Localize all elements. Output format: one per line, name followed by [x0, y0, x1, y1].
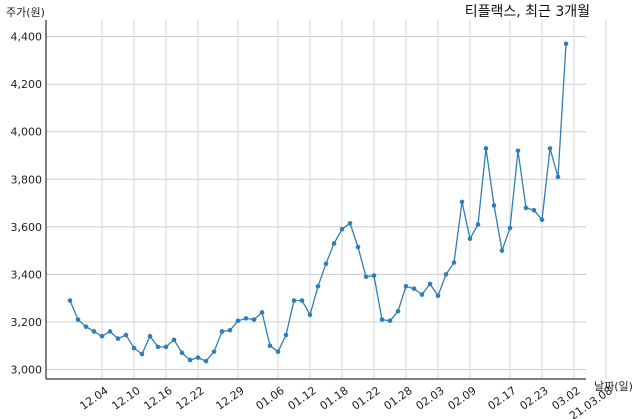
grid-lines — [46, 36, 586, 370]
price-point — [355, 244, 361, 250]
price-point — [555, 174, 561, 180]
price-point — [467, 236, 473, 242]
price-point — [499, 248, 505, 253]
price-point — [155, 344, 161, 350]
price-point — [451, 260, 457, 265]
price-point — [203, 358, 209, 364]
y-tick-label: 3,000 — [11, 363, 43, 376]
price-point — [147, 333, 153, 339]
price-point — [339, 226, 345, 232]
y-tick-label: 4,000 — [11, 126, 43, 139]
x-grid-lines — [101, 20, 607, 379]
price-point — [131, 345, 137, 351]
x-tick-label: 12.29 — [214, 384, 247, 413]
price-point — [483, 146, 489, 151]
price-point — [163, 344, 169, 350]
price-point — [211, 349, 217, 354]
price-point — [307, 312, 313, 318]
price-point — [235, 318, 241, 324]
x-axis-title: 날짜(일) — [594, 379, 633, 393]
price-point — [323, 261, 329, 266]
price-point — [219, 329, 225, 334]
y-tick-label: 3,800 — [11, 173, 43, 186]
price-point — [387, 318, 393, 324]
price-point — [275, 349, 281, 354]
price-point — [547, 146, 553, 151]
price-point — [563, 41, 569, 47]
price-point — [243, 316, 249, 321]
y-tick-labels: 3,000 3,200 3,400 3,600 3,800 4,000 4,200 4,400 — [11, 31, 43, 377]
price-point — [75, 317, 81, 322]
price-point — [491, 203, 497, 208]
price-point — [459, 199, 465, 205]
y-tick-label: 4,200 — [11, 78, 43, 91]
price-point — [363, 274, 369, 280]
x-tick-label: 02.17 — [486, 384, 519, 413]
price-point — [331, 241, 337, 246]
price-point — [171, 337, 177, 343]
price-point — [419, 292, 425, 297]
price-point — [539, 217, 545, 223]
price-point — [531, 207, 537, 213]
x-tick-label: 01.28 — [382, 384, 415, 413]
y-tick-label: 3,600 — [11, 221, 43, 234]
x-tick-label: 02.23 — [518, 384, 551, 413]
price-point — [443, 272, 449, 277]
price-point — [379, 317, 385, 322]
price-point — [347, 220, 353, 226]
x-tick-label: 12.10 — [110, 384, 143, 413]
y-tick-label: 3,200 — [11, 316, 43, 329]
price-point — [195, 355, 201, 360]
x-tick-label: 01.18 — [318, 384, 351, 413]
price-point — [435, 293, 441, 299]
price-point — [411, 286, 417, 291]
price-point — [427, 281, 433, 287]
price-point — [187, 357, 193, 363]
price-point — [403, 283, 409, 289]
price-point — [99, 333, 105, 339]
x-tick-label: 01.06 — [254, 384, 287, 413]
x-tick-label: 12.04 — [78, 384, 111, 413]
price-point — [283, 332, 289, 338]
price-point — [267, 343, 273, 349]
price-point — [123, 332, 129, 338]
price-series-line — [69, 43, 567, 362]
x-tick-label: 01.12 — [286, 384, 319, 413]
price-point — [515, 148, 521, 154]
price-point — [259, 310, 265, 315]
price-point — [299, 298, 305, 303]
price-point — [315, 283, 321, 289]
price-point — [91, 329, 97, 334]
price-point — [107, 329, 113, 334]
price-point — [83, 324, 89, 329]
x-tick-label: 01.22 — [350, 384, 383, 413]
price-point — [291, 298, 297, 303]
x-tick-label: 12.22 — [174, 384, 207, 413]
y-tick-label: 3,400 — [11, 268, 43, 281]
x-tick-label: 02.09 — [446, 384, 479, 413]
y-tick-label: 4,400 — [11, 31, 43, 44]
price-point — [67, 298, 73, 303]
chart-title: 티플랙스, 최근 3개월 — [465, 4, 590, 20]
price-point — [179, 350, 185, 356]
price-point — [395, 308, 401, 314]
price-point — [475, 222, 481, 227]
price-point — [115, 336, 121, 341]
price-point — [523, 205, 529, 211]
price-point — [227, 327, 233, 333]
price-points — [67, 41, 569, 364]
price-point — [371, 273, 377, 278]
price-point — [507, 225, 513, 231]
x-tick-label: 12.16 — [142, 384, 175, 413]
y-axis-title: 주가(원) — [6, 6, 45, 19]
price-point — [139, 351, 145, 357]
price-point — [251, 317, 257, 322]
x-tick-label: 02.03 — [414, 384, 447, 413]
